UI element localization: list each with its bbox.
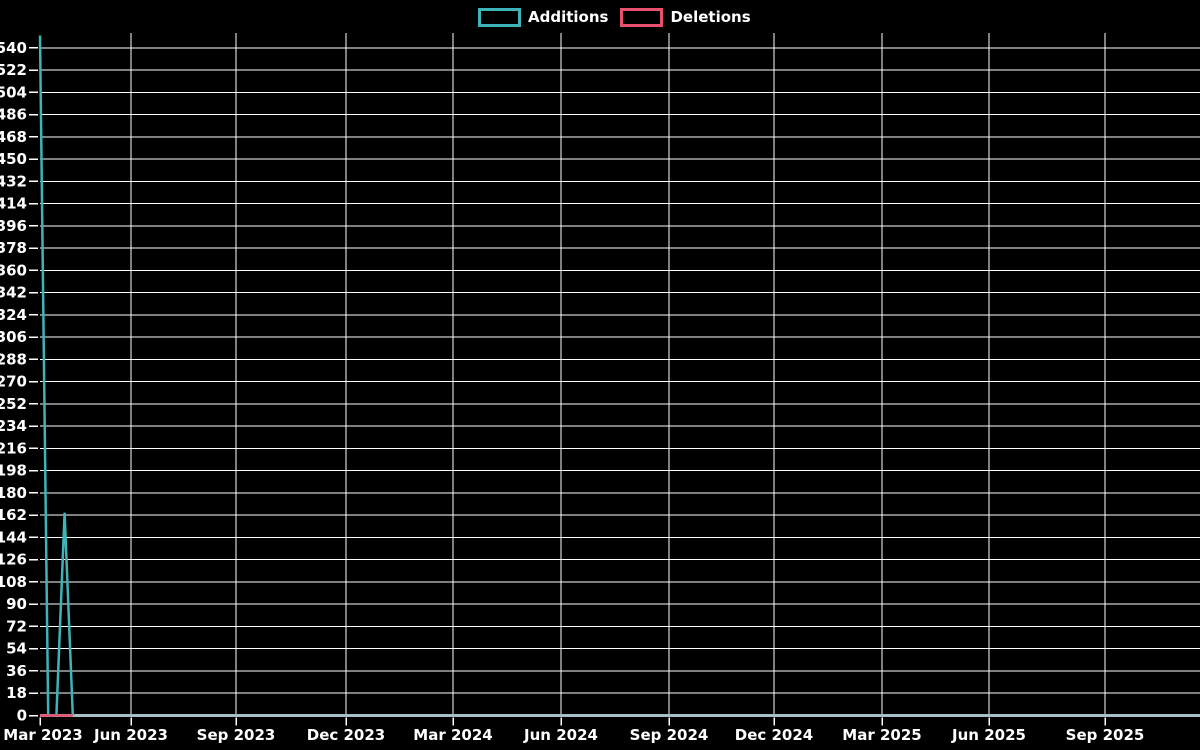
y-tick-label: 144 xyxy=(0,528,27,546)
x-tick-label: Sep 2024 xyxy=(630,726,709,744)
x-tick-label: Mar 2024 xyxy=(413,726,492,744)
legend-item-additions: Additions xyxy=(478,8,608,27)
additions-swatch-icon xyxy=(478,8,521,27)
x-tick-label: Jun 2024 xyxy=(523,726,598,744)
y-tick-label: 342 xyxy=(0,284,27,302)
y-tick-label: 540 xyxy=(0,39,27,57)
y-tick-label: 90 xyxy=(6,595,27,613)
x-tick-label: Jun 2023 xyxy=(93,726,168,744)
y-tick-label: 18 xyxy=(6,684,27,702)
x-tick-label: Sep 2023 xyxy=(197,726,276,744)
y-tick-label: 252 xyxy=(0,395,27,413)
y-tick-label: 198 xyxy=(0,462,27,480)
chart-legend: Additions Deletions xyxy=(478,8,751,27)
y-tick-label: 306 xyxy=(0,328,27,346)
y-tick-label: 378 xyxy=(0,239,27,257)
y-tick-label: 54 xyxy=(6,640,27,658)
deletions-legend-label: Deletions xyxy=(670,8,751,26)
y-tick-label: 216 xyxy=(0,439,27,457)
x-tick-label: Sep 2025 xyxy=(1066,726,1145,744)
y-tick-label: 288 xyxy=(0,350,27,368)
y-tick-label: 396 xyxy=(0,217,27,235)
y-tick-label: 126 xyxy=(0,551,27,569)
y-tick-label: 414 xyxy=(0,195,27,213)
horizontal-gridlines xyxy=(40,47,1200,694)
y-tick-label: 36 xyxy=(6,662,27,680)
x-tick-label: Dec 2024 xyxy=(735,726,814,744)
legend-item-deletions: Deletions xyxy=(620,8,751,27)
y-tick-label: 504 xyxy=(0,83,27,101)
y-tick-label: 522 xyxy=(0,61,27,79)
x-tick-label: Mar 2025 xyxy=(842,726,921,744)
x-tick-label: Jun 2025 xyxy=(951,726,1026,744)
y-tick-label: 270 xyxy=(0,373,27,391)
y-tick-label: 468 xyxy=(0,128,27,146)
y-tick-label: 162 xyxy=(0,506,27,524)
y-tick-label: 0 xyxy=(17,707,27,725)
y-tick-label: 486 xyxy=(0,106,27,124)
x-axis-labels: Mar 2023 Jun 2023 Sep 2023 Dec 2023 Mar 2024… xyxy=(3,717,1145,744)
additions-line xyxy=(38,35,75,717)
y-tick-label: 450 xyxy=(0,150,27,168)
y-tick-label: 180 xyxy=(0,484,27,502)
vertical-gridlines xyxy=(130,33,1106,716)
y-tick-label: 234 xyxy=(0,417,27,435)
additions-legend-label: Additions xyxy=(528,8,609,26)
x-tick-label: Mar 2023 xyxy=(3,726,82,744)
y-tick-label: 360 xyxy=(0,261,27,279)
y-tick-label: 72 xyxy=(6,617,27,635)
x-tick-label: Dec 2023 xyxy=(307,726,386,744)
deletions-swatch-icon xyxy=(620,8,664,27)
y-tick-label: 324 xyxy=(0,306,27,324)
y-tick-label: 432 xyxy=(0,172,27,190)
y-tick-label: 108 xyxy=(0,573,27,591)
y-axis-labels: 0 18 36 54 72 90 108 126 144 162 180 198 216 234 252 27… xyxy=(0,39,38,725)
